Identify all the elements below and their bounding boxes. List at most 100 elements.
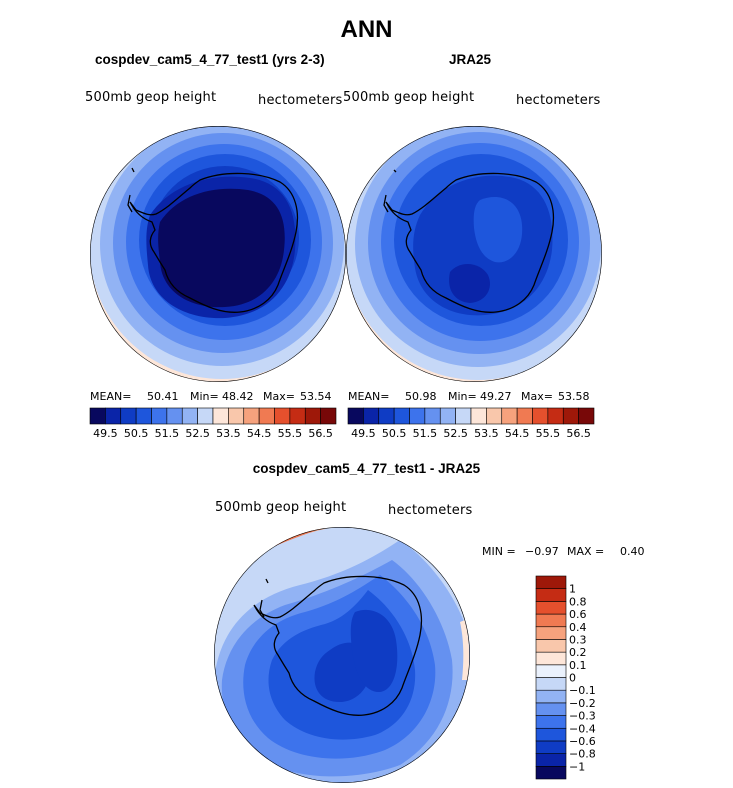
colorbar-swatch (258, 407, 275, 425)
right-max-value: 53.58 (558, 390, 590, 403)
colorbar-swatch (347, 407, 364, 425)
diff-min-value: −0.97 (525, 545, 559, 558)
diff-max-label: MAX = (567, 545, 605, 558)
right-map (346, 126, 602, 382)
figure-title: ANN (340, 16, 393, 43)
diff-units-label: hectometers (388, 503, 473, 518)
right-mean-label: MEAN= (348, 390, 390, 403)
colorbar-tick-label: 54.5 (505, 427, 530, 440)
colorbar-swatch (470, 407, 487, 425)
colorbar-swatch (535, 727, 567, 742)
left-max-label: Max= (263, 390, 295, 403)
left-variable-label: 500mb geop height (85, 90, 217, 105)
colorbar-swatch (535, 575, 567, 589)
colorbar-tick-label: 0.1 (569, 659, 587, 672)
colorbar-tick-label: 53.5 (474, 427, 499, 440)
colorbar-tick-label: −0.4 (569, 722, 596, 735)
colorbar-swatch (455, 407, 472, 425)
colorbar-swatch (151, 407, 168, 425)
colorbar-swatch (89, 407, 106, 425)
colorbar-tick-label: 0.4 (569, 621, 587, 634)
diff-colorbar: 10.80.60.40.30.20.10−0.1−0.2−0.3−0.4−0.6… (535, 575, 596, 780)
diff-coastline (253, 575, 423, 716)
colorbar-swatch (516, 407, 533, 425)
left-units-label: hectometers (258, 93, 343, 108)
colorbar-swatch (547, 407, 564, 425)
colorbar-swatch (535, 715, 567, 729)
colorbar-swatch (181, 407, 198, 425)
colorbar-swatch (320, 407, 337, 425)
colorbar-tick-label: 54.5 (247, 427, 272, 440)
colorbar-swatch (378, 407, 395, 425)
colorbar-tick-label: 50.5 (124, 427, 149, 440)
colorbar-swatch (562, 407, 579, 425)
right-max-label: Max= (521, 390, 553, 403)
diff-min-label: MIN = (482, 545, 516, 558)
colorbar-tick-label: 1 (569, 583, 576, 596)
colorbar-swatch (289, 407, 306, 425)
left-max-value: 53.54 (300, 390, 332, 403)
colorbar-swatch (535, 766, 567, 780)
colorbar-swatch (535, 753, 567, 767)
colorbar-swatch (105, 407, 122, 425)
left-map (90, 126, 346, 382)
colorbar-tick-label: −0.3 (569, 710, 596, 723)
right-units-label: hectometers (516, 93, 601, 108)
colorbar-swatch (535, 613, 567, 628)
right-panel-title: JRA25 (449, 52, 492, 67)
colorbar-swatch (535, 626, 567, 640)
colorbar-tick-label: −0.2 (569, 697, 596, 710)
colorbar-tick-label: 0.6 (569, 608, 587, 621)
colorbar-swatch (501, 407, 518, 425)
colorbar-tick-label: 56.5 (566, 427, 591, 440)
colorbar-swatch (424, 407, 441, 425)
colorbar-swatch (228, 407, 245, 425)
left-mean-label: MEAN= (90, 390, 132, 403)
colorbar-swatch (120, 407, 137, 425)
colorbar-swatch (535, 677, 567, 691)
diff-map (214, 527, 470, 783)
colorbar-tick-label: 0.3 (569, 633, 587, 646)
left-min-value: 48.42 (222, 390, 254, 403)
left-mean-value: 50.41 (147, 390, 179, 403)
colorbar-tick-label: 52.5 (185, 427, 210, 440)
colorbar-tick-label: 52.5 (443, 427, 468, 440)
colorbar-tick-label: −0.8 (569, 748, 596, 761)
colorbar-swatch (535, 651, 567, 666)
colorbar-swatch (535, 689, 567, 704)
colorbar-swatch (535, 639, 567, 653)
colorbar-tick-label: 49.5 (93, 427, 118, 440)
right-mean-value: 50.98 (405, 390, 437, 403)
colorbar-tick-label: 53.5 (216, 427, 241, 440)
right-variable-label: 500mb geop height (343, 90, 475, 105)
right-colorbar: 49.5 50.5 51.5 52.5 53.5 54.5 55.5 56.5 (347, 407, 595, 440)
left-panel-title: cospdev_cam5_4_77_test1 (yrs 2-3) (95, 52, 325, 67)
colorbar-swatch (212, 407, 229, 425)
colorbar-tick-label: 51.5 (155, 427, 180, 440)
colorbar-swatch (274, 407, 291, 425)
colorbar-tick-label: 51.5 (413, 427, 438, 440)
colorbar-tick-label: 50.5 (382, 427, 407, 440)
colorbar-swatch (135, 407, 152, 425)
left-min-label: Min= (190, 390, 219, 403)
colorbar-swatch (363, 407, 380, 425)
colorbar-swatch (578, 407, 595, 425)
colorbar-tick-label: −0.6 (569, 735, 596, 748)
colorbar-swatch (304, 407, 321, 425)
colorbar-tick-label: 0.2 (569, 646, 587, 659)
colorbar-tick-label: 49.5 (351, 427, 376, 440)
left-colorbar: 49.5 50.5 51.5 52.5 53.5 54.5 55.5 56.5 (89, 407, 337, 440)
colorbar-swatch (535, 601, 567, 615)
colorbar-swatch (197, 407, 214, 425)
colorbar-tick-label: −0.1 (569, 684, 596, 697)
colorbar-tick-label: 55.5 (278, 427, 303, 440)
colorbar-swatch (393, 407, 410, 425)
colorbar-tick-label: 56.5 (308, 427, 333, 440)
colorbar-swatch (535, 740, 567, 754)
colorbar-swatch (486, 407, 503, 425)
colorbar-tick-label: 0.8 (569, 595, 587, 608)
colorbar-swatch (535, 702, 567, 716)
colorbar-tick-label: 55.5 (536, 427, 561, 440)
colorbar-swatch (535, 664, 567, 678)
